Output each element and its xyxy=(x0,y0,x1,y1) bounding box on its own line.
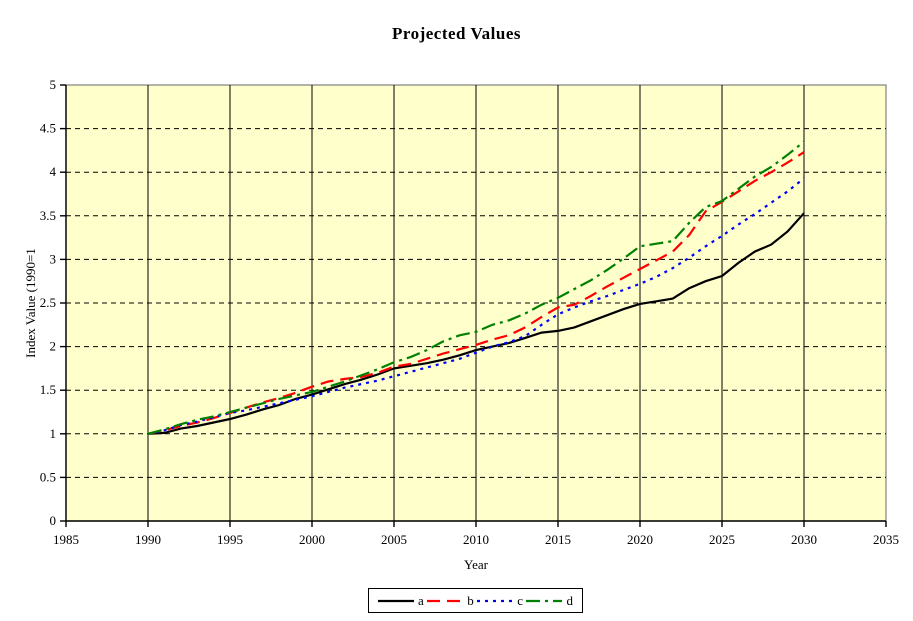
legend-line-sample-b xyxy=(427,599,464,602)
x-tick-label-2015: 2015 xyxy=(545,532,571,547)
y-tick-label-3: 3 xyxy=(50,251,57,266)
y-tick-label-5: 5 xyxy=(50,77,57,92)
series-line-a xyxy=(147,212,805,435)
legend-label-a: a xyxy=(418,593,424,608)
x-tick-label-2025: 2025 xyxy=(709,532,735,547)
series-line-c xyxy=(147,177,805,435)
x-tick-label-2005: 2005 xyxy=(381,532,407,547)
legend-item-a: a xyxy=(378,594,424,607)
legend-line-sample-a xyxy=(378,599,414,602)
legend-label-b: b xyxy=(467,593,474,608)
x-tick-label-1990: 1990 xyxy=(135,532,161,547)
chart-title: Projected Values xyxy=(391,24,522,43)
legend-label-c: c xyxy=(517,593,523,608)
y-axis-title: Index Value (1990=1 xyxy=(23,248,38,358)
y-tick-label-0.5: 0.5 xyxy=(40,469,56,484)
y-tick-label-0: 0 xyxy=(50,513,57,528)
series-line-d xyxy=(147,140,805,435)
chart-legend: a b c d xyxy=(368,588,583,613)
legend-line-sample-c xyxy=(477,599,514,602)
y-tick-label-2.5: 2.5 xyxy=(40,295,56,310)
y-tick-label-1.5: 1.5 xyxy=(40,382,56,397)
y-tick-label-1: 1 xyxy=(50,426,57,441)
x-tick-label-1985: 1985 xyxy=(53,532,79,547)
y-tick-label-4: 4 xyxy=(50,164,57,179)
x-tick-label-2000: 2000 xyxy=(299,532,325,547)
x-tick-label-1995: 1995 xyxy=(217,532,243,547)
y-tick-label-4.5: 4.5 xyxy=(40,121,56,136)
legend-item-c: c xyxy=(477,594,523,607)
x-axis-title: Year xyxy=(464,557,488,572)
x-tick-label-2035: 2035 xyxy=(873,532,899,547)
series-line-b xyxy=(147,151,805,435)
x-tick-label-2020: 2020 xyxy=(627,532,653,547)
x-tick-label-2010: 2010 xyxy=(463,532,489,547)
y-tick-label-3.5: 3.5 xyxy=(40,208,56,223)
y-tick-label-2: 2 xyxy=(50,339,57,354)
x-tick-label-2030: 2030 xyxy=(791,532,817,547)
legend-item-d: d xyxy=(526,594,573,607)
legend-line-sample-d xyxy=(526,599,563,602)
legend-label-d: d xyxy=(566,593,573,608)
legend-item-b: b xyxy=(427,594,474,607)
